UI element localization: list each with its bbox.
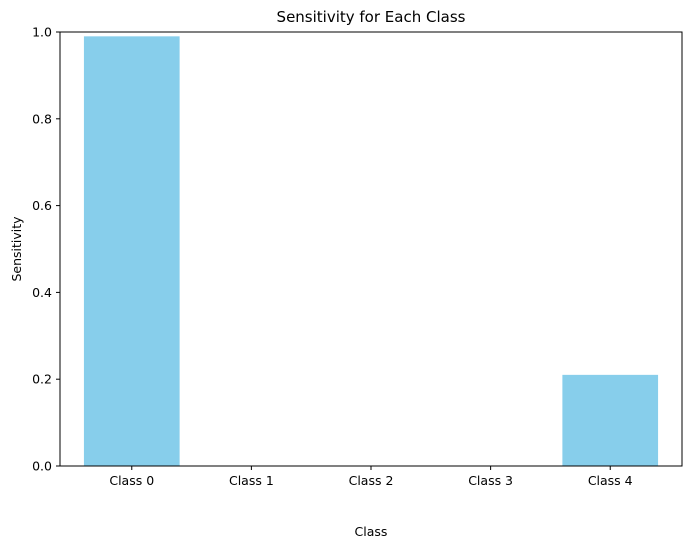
x-tick-label: Class 2 [349,473,394,488]
x-tick-label: Class 3 [468,473,513,488]
x-tick-label: Class 1 [229,473,274,488]
bar-class-4 [562,374,659,466]
x-tick-label: Class 4 [588,473,633,488]
y-axis: 0.0 0.2 0.4 0.6 0.8 1.0 [32,25,60,474]
y-tick-label: 1.0 [32,25,52,40]
y-tick-label: 0.4 [32,285,52,300]
bar-class-0 [83,36,180,467]
y-axis-label: Sensitivity [9,216,24,282]
x-tick-label: Class 0 [109,473,154,488]
x-axis: Class 0 Class 1 Class 2 Class 3 Class 4 [109,466,633,488]
y-tick-label: 0.0 [32,459,52,474]
y-tick-label: 0.6 [32,198,52,213]
y-tick-label: 0.8 [32,111,52,126]
y-tick-label: 0.2 [32,372,52,387]
bars-group [83,36,659,467]
x-axis-label: Class [355,524,388,539]
chart-title: Sensitivity for Each Class [277,8,466,26]
